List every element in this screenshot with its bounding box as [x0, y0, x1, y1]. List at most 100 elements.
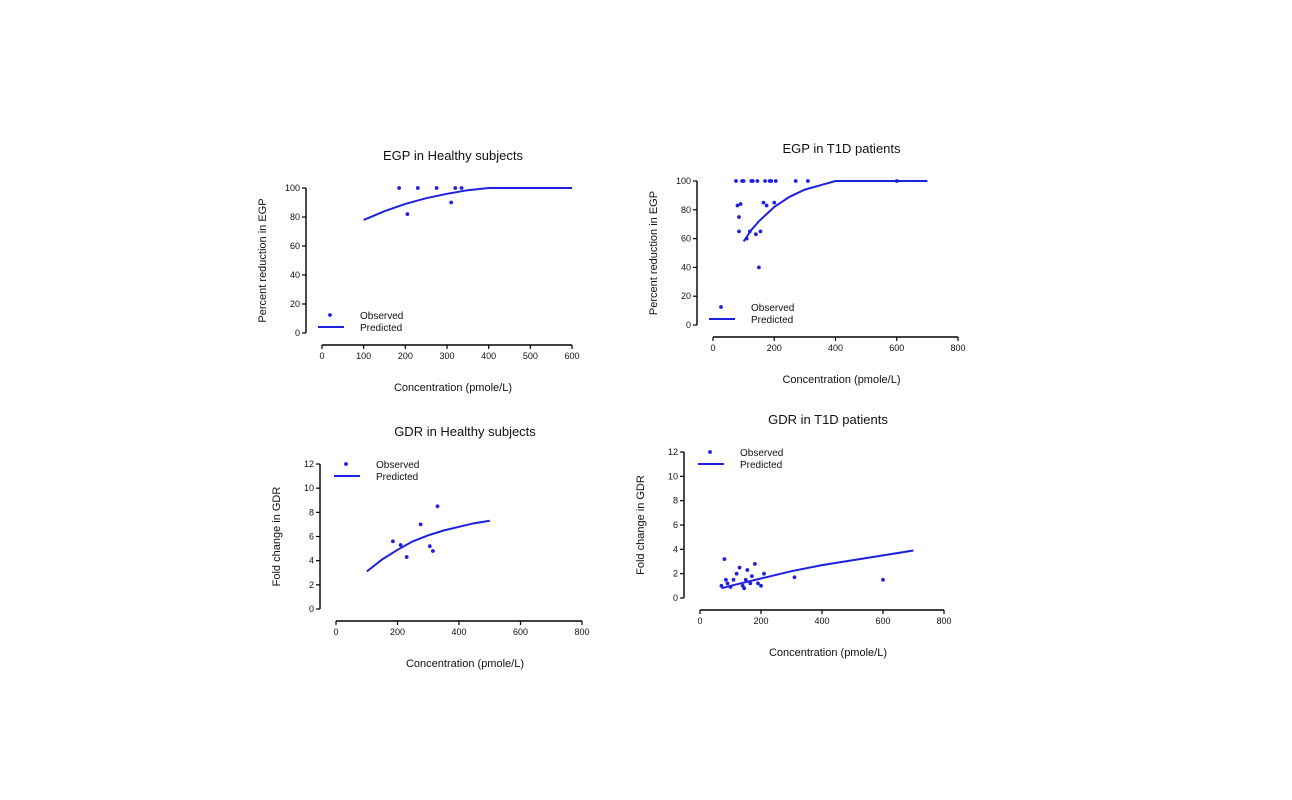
observed-point [449, 200, 454, 205]
x-tick-label: 800 [950, 343, 965, 353]
predicted-line [363, 187, 572, 221]
chart-title: GDR in Healthy subjects [394, 424, 536, 439]
y-axis-title: Fold change in GDR [271, 487, 283, 587]
observed-point [792, 575, 797, 580]
x-tick-label: 600 [889, 343, 904, 353]
observed-point [763, 179, 767, 183]
observed-point [750, 179, 755, 183]
observed-point [773, 179, 778, 183]
observed-point [737, 215, 741, 219]
observed-point [434, 186, 439, 190]
x-tick-label: 200 [398, 351, 413, 361]
x-tick-label: 100 [356, 351, 371, 361]
legend-observed-marker [708, 450, 712, 454]
observed-point [764, 203, 769, 208]
observed-point [742, 586, 747, 591]
x-tick-label: 300 [439, 351, 454, 361]
y-tick-label: 2 [309, 580, 314, 590]
y-tick-label: 80 [681, 205, 691, 215]
x-tick-label: 600 [875, 616, 890, 626]
x-tick-label: 200 [767, 343, 782, 353]
observed-point [769, 179, 774, 183]
observed-point [459, 186, 464, 190]
x-tick-label: 0 [697, 616, 702, 626]
legend-observed-marker [328, 313, 332, 317]
observed-point [793, 179, 798, 183]
x-tick-label: 400 [814, 616, 829, 626]
x-tick-label: 400 [828, 343, 843, 353]
y-tick-label: 8 [673, 496, 678, 506]
y-tick-label: 60 [290, 241, 300, 251]
observed-point [743, 577, 748, 582]
y-tick-label: 2 [673, 569, 678, 579]
x-tick-label: 0 [333, 627, 338, 637]
chart-title: GDR in T1D patients [768, 412, 888, 427]
x-tick-label: 400 [451, 627, 466, 637]
legend-observed-marker [719, 305, 723, 309]
y-tick-label: 12 [304, 459, 314, 469]
y-tick-label: 8 [309, 507, 314, 517]
observed-point [750, 574, 754, 578]
observed-point [734, 571, 739, 576]
x-axis-title: Concentration (pmole/L) [782, 374, 900, 386]
observed-point [738, 202, 743, 206]
observed-point [754, 232, 758, 237]
legend-observed-label: Observed [376, 460, 419, 471]
legend-observed-label: Observed [751, 303, 794, 314]
observed-point [735, 203, 740, 208]
y-tick-label: 40 [290, 270, 300, 280]
observed-point [391, 539, 395, 544]
y-tick-label: 0 [309, 604, 314, 614]
y-tick-label: 0 [673, 593, 678, 603]
y-axis-title: Percent reduction in EGP [648, 191, 660, 315]
observed-point [731, 577, 736, 582]
legend-predicted-label: Predicted [751, 315, 793, 326]
y-tick-label: 20 [290, 299, 300, 309]
x-tick-label: 800 [574, 627, 589, 637]
y-tick-label: 0 [295, 328, 300, 338]
observed-point [725, 581, 730, 586]
x-axis-title: Concentration (pmole/L) [769, 647, 887, 659]
x-tick-label: 200 [753, 616, 768, 626]
chart-panel-egp-t1d: EGP in T1D patients 0 20 40 60 80 100 0 200 400 60… [648, 141, 966, 386]
legend-predicted-label: Predicted [360, 323, 402, 334]
y-tick-label: 20 [681, 291, 691, 301]
observed-point [881, 577, 885, 582]
y-axis-title: Percent reduction in EGP [257, 198, 269, 322]
observed-point [405, 212, 410, 217]
observed-point [404, 555, 409, 559]
legend-predicted-label: Predicted [740, 460, 782, 471]
observed-point [806, 179, 810, 183]
x-tick-label: 200 [390, 627, 405, 637]
observed-point [427, 544, 432, 549]
observed-point [761, 200, 766, 205]
observed-point [719, 583, 724, 588]
y-tick-label: 4 [309, 556, 314, 566]
y-tick-label: 100 [285, 183, 300, 193]
observed-point [722, 557, 727, 561]
observed-point [418, 522, 423, 527]
chart-panel-egp-healthy: EGP in Healthy subjects 0 20 40 60 80 100 0 100 2… [257, 148, 580, 394]
observed-point [435, 504, 440, 509]
observed-point [757, 265, 761, 270]
legend-observed-marker [344, 462, 348, 466]
chart-title: EGP in Healthy subjects [383, 148, 523, 163]
x-tick-label: 800 [936, 616, 951, 626]
observed-point [759, 583, 763, 588]
predicted-line [366, 519, 490, 573]
y-tick-label: 0 [686, 320, 691, 330]
observed-point [397, 186, 401, 190]
observed-point [745, 568, 750, 572]
observed-point [398, 543, 403, 547]
legend-observed-label: Observed [360, 311, 403, 322]
x-tick-label: 0 [710, 343, 715, 353]
observed-point [431, 549, 435, 553]
observed-point [755, 179, 760, 183]
y-tick-label: 40 [681, 262, 691, 272]
observed-point [737, 229, 741, 234]
observed-point [758, 229, 763, 234]
legend-predicted-label: Predicted [376, 472, 418, 483]
chart-panel-gdr-healthy: GDR in Healthy subjects 0 2 4 6 8 10 12 0 200 400 6… [271, 424, 590, 670]
observed-point [724, 577, 728, 582]
